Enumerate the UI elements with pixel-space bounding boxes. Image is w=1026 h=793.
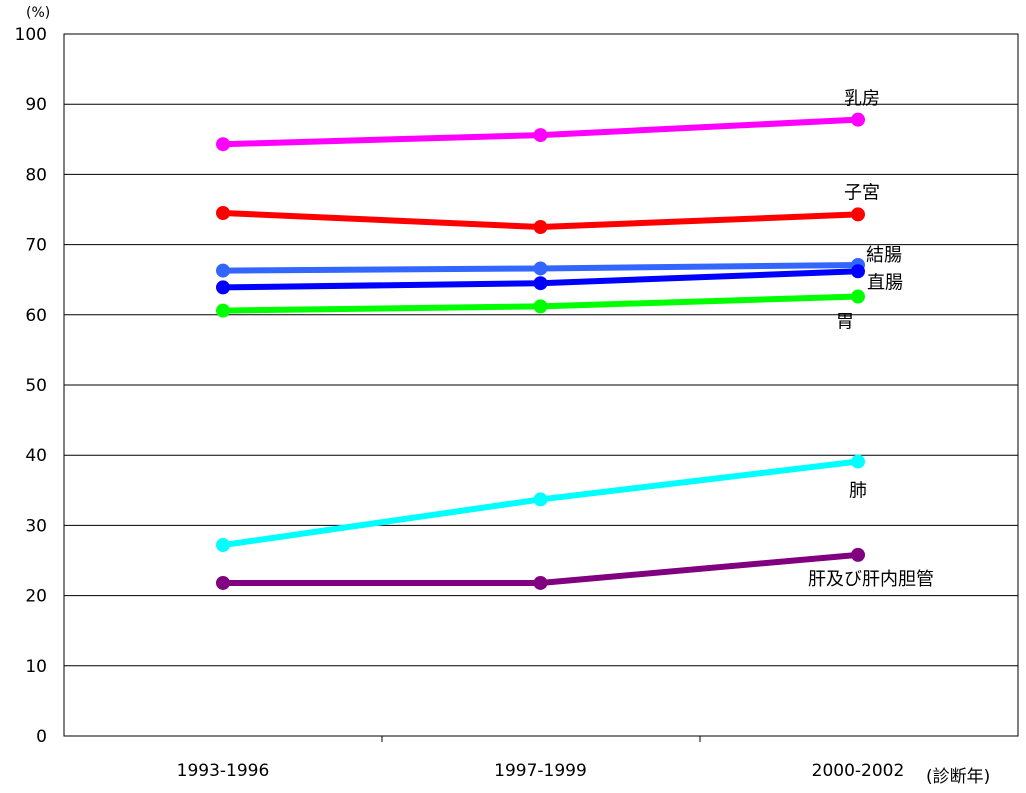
data-point [851,207,865,222]
x-axis-unit-label: (診断年) [926,767,990,787]
data-point [533,492,548,507]
data-point [216,575,230,590]
series-label: 肺 [849,481,867,502]
data-point [851,454,865,469]
data-point [851,289,865,304]
data-point [533,220,548,235]
data-point [216,263,230,278]
y-tick-label: 30 [25,516,47,536]
x-tick-label: 1997-1999 [494,761,587,781]
y-axis-unit-label: (%) [26,5,50,21]
x-tick-label: 2000-2002 [812,761,905,781]
series-label: 肝及び肝内胆管 [808,569,934,590]
y-tick-label: 0 [36,727,47,747]
data-point [216,538,230,553]
y-axis-ticks: 0 10 20 30 40 50 60 70 80 90 100 [15,25,47,747]
data-point [216,206,230,221]
series-label: 直腸 [867,272,903,293]
y-tick-label: 20 [25,587,47,607]
y-tick-label: 100 [15,25,47,45]
y-tick-label: 90 [25,95,47,115]
data-point [533,299,548,314]
series-label: 子宮 [844,182,880,203]
y-tick-label: 60 [25,306,47,326]
x-axis-ticks: 1993-1996 1997-1999 2000-2002 [177,736,905,781]
series [216,264,865,295]
data-point [216,280,230,295]
y-tick-label: 10 [25,657,47,677]
series [216,547,865,590]
y-tick-label: 80 [25,165,47,185]
data-point [216,303,230,318]
data-point [216,137,230,152]
data-point [851,547,865,562]
data-point [851,264,865,279]
series [216,206,865,235]
plot-area-frame [63,33,1019,737]
data-point [533,261,548,276]
series-label: 乳房 [844,89,880,110]
series [216,289,865,318]
series [216,454,865,553]
series-group [216,112,865,590]
series-label: 結腸 [866,245,902,266]
data-point [533,276,548,291]
data-point [533,128,548,143]
series-label: 胃 [836,312,854,333]
y-tick-label: 40 [25,446,47,466]
x-tick-label: 1993-1996 [177,761,270,781]
series [216,112,865,152]
y-tick-label: 70 [25,236,47,256]
data-point [851,112,865,127]
y-tick-label: 50 [25,376,47,396]
data-point [533,575,548,590]
